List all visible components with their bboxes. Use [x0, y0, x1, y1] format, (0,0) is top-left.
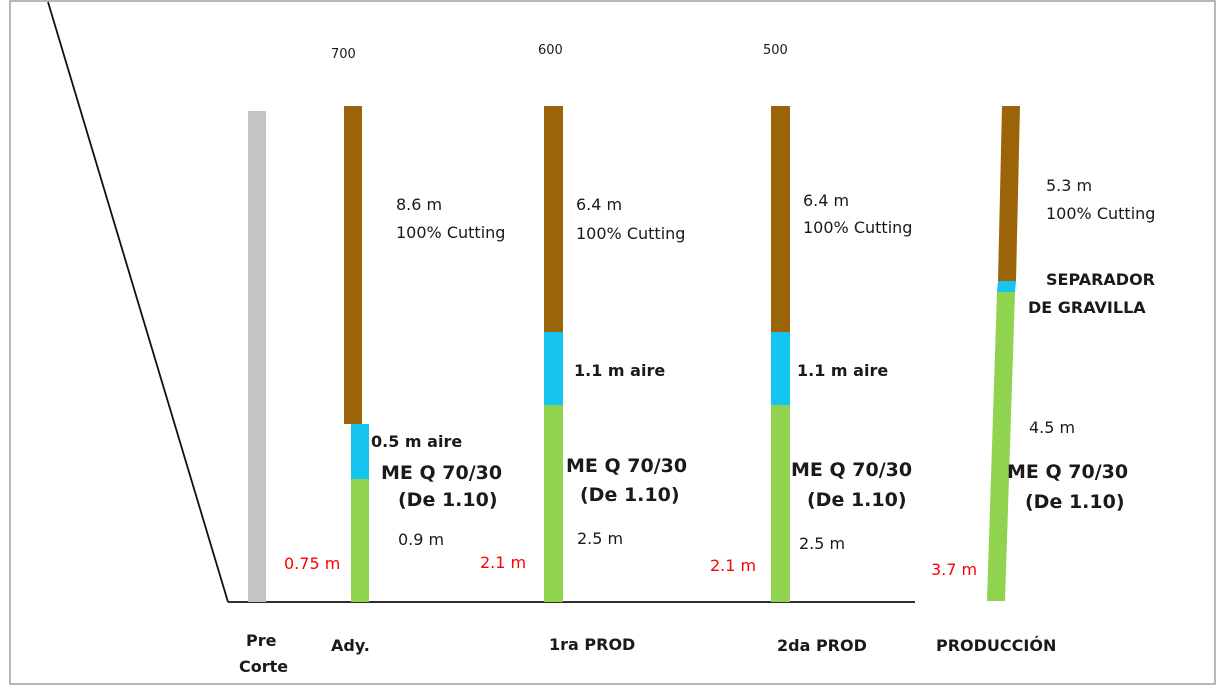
prod2-cutting-desc: 100% Cutting: [803, 218, 912, 237]
prod1-air-label: 1.1 m aire: [574, 361, 665, 380]
ady-explosive-length: 0.9 m: [398, 530, 444, 549]
produccion-cutting-segment: [998, 106, 1020, 281]
prod2-explosive-length: 2.5 m: [799, 534, 845, 553]
ady-column-label: Ady.: [331, 636, 370, 655]
ady-explosive-density: (De 1.10): [398, 489, 498, 511]
produccion-explosive-segment: [987, 292, 1015, 601]
produccion-cutting-length: 5.3 m: [1046, 176, 1092, 195]
produccion-separator-segment: [997, 281, 1016, 292]
prod2-column-label: 2da PROD: [777, 636, 867, 655]
precorte-label-line1: Pre: [246, 631, 277, 650]
prod1-cutting-desc: 100% Cutting: [576, 224, 685, 243]
prod1-air-segment: [544, 332, 563, 405]
prod1-explosive-type: ME Q 70/30: [566, 455, 687, 477]
ady-bottom-depth: 0.75 m: [284, 554, 340, 573]
produccion-cutting-desc: 100% Cutting: [1046, 204, 1155, 223]
prod2-cutting-length: 6.4 m: [803, 191, 849, 210]
prod1-explosive-density: (De 1.10): [580, 484, 680, 506]
produccion-explosive-density: (De 1.10): [1025, 491, 1125, 513]
produccion-explosive-type: ME Q 70/30: [1007, 461, 1128, 483]
ady-explosive-segment: [351, 479, 369, 602]
precorte-hole: [248, 111, 266, 602]
prod2-explosive-density: (De 1.10): [807, 489, 907, 511]
precorte-label-line2: Corte: [239, 657, 288, 676]
ady-cutting-desc: 100% Cutting: [396, 223, 505, 242]
prod1-cutting-segment: [544, 106, 563, 332]
ady-air-segment: [351, 424, 369, 479]
produccion-column-label: PRODUCCIÓN: [936, 636, 1056, 655]
diagram-frame: [9, 0, 1216, 685]
prod2-depth-top: 500: [763, 43, 788, 58]
prod1-explosive-segment: [544, 405, 563, 602]
ady-explosive-type: ME Q 70/30: [381, 462, 502, 484]
prod2-explosive-segment: [771, 405, 790, 602]
prod1-bottom-depth: 2.1 m: [480, 553, 526, 572]
prod2-air-segment: [771, 332, 790, 405]
prod1-column-label: 1ra PROD: [549, 635, 635, 654]
prod1-cutting-length: 6.4 m: [576, 195, 622, 214]
prod1-depth-top: 600: [538, 43, 563, 58]
produccion-bottom-depth: 3.7 m: [931, 560, 977, 579]
prod2-explosive-type: ME Q 70/30: [791, 459, 912, 481]
ady-cutting-length: 8.6 m: [396, 195, 442, 214]
prod2-bottom-depth: 2.1 m: [710, 556, 756, 575]
slope-line: [47, 1, 229, 603]
prod2-cutting-segment: [771, 106, 790, 332]
ady-air-label: 0.5 m aire: [371, 432, 462, 451]
ady-cutting-segment: [344, 106, 362, 424]
ady-depth-top: 700: [331, 47, 356, 62]
produccion-explosive-length: 4.5 m: [1029, 418, 1075, 437]
produccion-separator-line2: DE GRAVILLA: [1028, 298, 1146, 317]
produccion-separator-line1: SEPARADOR: [1046, 270, 1155, 289]
prod1-explosive-length: 2.5 m: [577, 529, 623, 548]
prod2-air-label: 1.1 m aire: [797, 361, 888, 380]
